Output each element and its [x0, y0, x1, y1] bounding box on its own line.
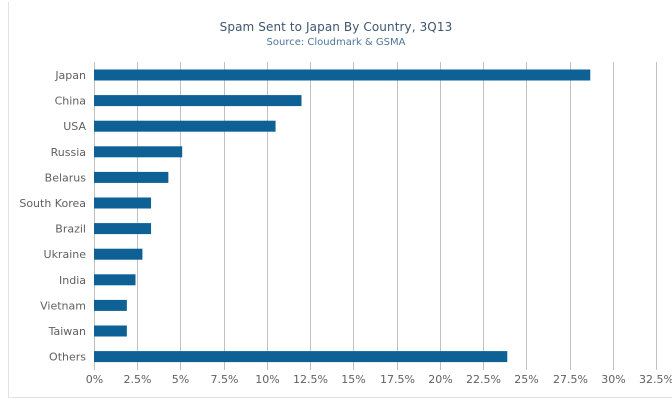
category-label: Belarus	[45, 171, 87, 184]
category-label: Vietnam	[40, 299, 86, 312]
bar-japan	[94, 70, 590, 81]
bar-others	[94, 351, 507, 362]
bar-south-korea	[94, 198, 151, 209]
x-tick-label: 22.5%	[466, 373, 501, 386]
bar-russia	[94, 146, 182, 157]
bar-belarus	[94, 172, 168, 183]
x-tick-label: 32.5%	[639, 373, 672, 386]
x-tick-label: 2.5%	[124, 373, 152, 386]
category-label: China	[55, 95, 86, 108]
x-tick-label: 12.5%	[293, 373, 328, 386]
category-label: Ukraine	[44, 248, 87, 261]
bar-vietnam	[94, 300, 127, 311]
grid-lines	[95, 62, 657, 370]
x-tick-labels: 0% 2.5% 5% 7.5% 10% 12.5% 15% 17.5% 20% 22.5% 25% 2…	[86, 373, 672, 386]
x-tick-label: 5%	[172, 373, 189, 386]
x-tick-label: 17.5%	[380, 373, 415, 386]
bar-ukraine	[94, 249, 142, 260]
category-label: South Korea	[19, 197, 86, 210]
bar-brazil	[94, 223, 151, 234]
x-tick-label: 7.5%	[211, 373, 239, 386]
category-labels: Japan China USA Russia Belarus South Korea Bra…	[19, 69, 86, 364]
x-tick-label: 10%	[255, 373, 279, 386]
category-label: Russia	[51, 146, 86, 159]
x-tick-label: 20%	[428, 373, 452, 386]
bar-taiwan	[94, 326, 127, 337]
category-label: Brazil	[55, 223, 86, 236]
x-tick-label: 30%	[601, 373, 625, 386]
x-tick-label: 25%	[514, 373, 538, 386]
category-label: Japan	[54, 69, 86, 82]
x-tick-label: 27.5%	[553, 373, 588, 386]
x-tick-label: 15%	[341, 373, 365, 386]
bar-usa	[94, 121, 276, 132]
bars	[94, 70, 590, 363]
category-label: India	[59, 274, 86, 287]
category-label: USA	[63, 120, 86, 133]
bar-india	[94, 274, 136, 285]
x-tick-label: 0%	[86, 373, 103, 386]
category-label: Others	[49, 351, 86, 364]
bar-china	[94, 95, 302, 106]
bar-chart: Japan China USA Russia Belarus South Korea Bra…	[0, 0, 672, 405]
category-label: Taiwan	[48, 325, 86, 338]
